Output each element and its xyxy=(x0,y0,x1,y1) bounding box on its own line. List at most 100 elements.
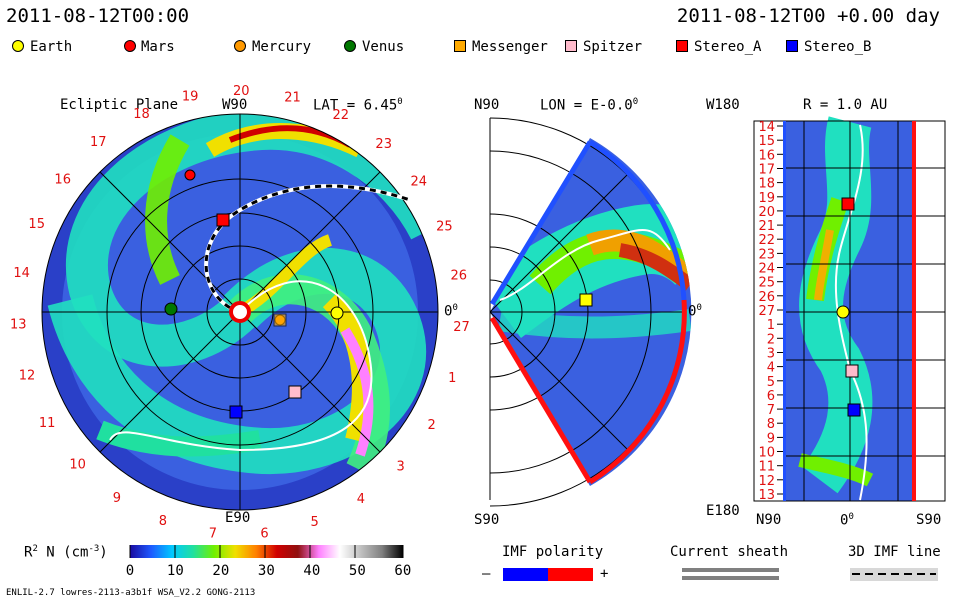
colorbar-gradient xyxy=(130,545,403,558)
earth-marker xyxy=(330,306,344,320)
colorbar-tick-label: 40 xyxy=(303,563,321,579)
r-y-label: 20 xyxy=(758,205,775,220)
colorbar-tick-label: 0 xyxy=(125,563,135,579)
carrington-label: 23 xyxy=(375,137,392,152)
lon-earth-marker xyxy=(579,293,593,307)
carrington-label: 5 xyxy=(311,515,319,530)
legend-label: Messenger xyxy=(472,39,548,55)
r-y-label: 15 xyxy=(758,134,775,149)
carrington-label: 6 xyxy=(260,527,268,542)
legend-label: Venus xyxy=(362,39,405,55)
legend-label: Mars xyxy=(141,39,175,55)
r-y-label: 16 xyxy=(758,148,775,163)
lon-title: LON = E-0.00 xyxy=(540,97,639,114)
r-y-label: 18 xyxy=(758,177,775,192)
stereo-a-marker-icon xyxy=(676,40,688,52)
imf-negative-swatch xyxy=(503,568,548,581)
ecliptic-bottom-label: E90 xyxy=(225,510,251,526)
stereo-a-marker xyxy=(216,213,230,227)
r-y-label: 17 xyxy=(758,163,775,178)
r-stereo-b-marker xyxy=(847,403,861,417)
spitzer-marker xyxy=(288,385,302,399)
colorbar-tick-label: 10 xyxy=(166,563,184,579)
r-y-label: 22 xyxy=(758,233,775,248)
carrington-label: 24 xyxy=(411,175,428,190)
mercury-marker-icon xyxy=(234,40,246,52)
mars-marker xyxy=(184,169,196,181)
carrington-label: 16 xyxy=(54,172,71,187)
lon-sheath-line xyxy=(499,229,671,301)
venus-marker-icon xyxy=(344,40,356,52)
carrington-label: 3 xyxy=(396,459,404,474)
carrington-label: 10 xyxy=(69,457,86,472)
venus-marker xyxy=(164,302,178,316)
density-colorbar xyxy=(130,545,403,558)
colorbar-label: R2 N (cm-3) xyxy=(24,544,108,561)
stereo-b-marker xyxy=(229,405,243,419)
colorbar-tick-label: 60 xyxy=(394,563,412,579)
ecliptic-lat-label: LAT = 6.450 xyxy=(313,97,403,114)
r-x-label-n90: N90 xyxy=(756,512,782,528)
sheath-line-1 xyxy=(109,280,373,452)
colorbar-tick-label: 20 xyxy=(212,563,230,579)
r-y-label: 24 xyxy=(758,262,775,277)
imf-minus-label: – xyxy=(482,566,491,582)
imf-line-dashed xyxy=(204,184,411,314)
r-title: R = 1.0 AU xyxy=(803,97,888,113)
messenger-marker-icon xyxy=(454,40,466,52)
r-y-label: 13 xyxy=(758,488,775,503)
spitzer-marker-icon xyxy=(565,40,577,52)
imf-positive-swatch xyxy=(548,568,593,581)
r-x-label-s90: S90 xyxy=(916,512,942,528)
r-y-label: 4 xyxy=(767,361,775,376)
r-y-label: 5 xyxy=(767,375,775,390)
colorbar-ticks xyxy=(129,545,404,558)
carrington-label: 21 xyxy=(284,90,301,105)
carrington-label: 22 xyxy=(333,108,350,123)
mars-marker-icon xyxy=(124,40,136,52)
r-y-label: 23 xyxy=(758,247,775,262)
r-y-label: 26 xyxy=(758,290,775,305)
ecliptic-top-label: W90 xyxy=(222,97,248,113)
r-y-label: 6 xyxy=(767,389,775,404)
current-sheath-title: Current sheath xyxy=(670,544,789,560)
r-y-label: 27 xyxy=(758,304,775,319)
carrington-label: 15 xyxy=(28,217,45,232)
carrington-label: 4 xyxy=(357,492,365,507)
colorbar-tick-label: 30 xyxy=(257,563,275,579)
legend-label: Spitzer xyxy=(583,39,643,55)
r-y-label: 25 xyxy=(758,276,775,291)
stereo-b-marker-icon xyxy=(786,40,798,52)
messenger-marker xyxy=(273,313,287,327)
r-y-label: 14 xyxy=(758,120,775,135)
r-bottom-left-label: E180 xyxy=(706,503,740,519)
r-y-label: 10 xyxy=(758,446,775,461)
imf-line-title: 3D IMF line xyxy=(848,544,941,560)
r-y-labels: 1415161718192021222324252627123456789101… xyxy=(758,120,783,503)
carrington-label: 14 xyxy=(13,266,30,281)
carrington-label: 18 xyxy=(133,107,150,122)
r-x-label-0: 00 xyxy=(840,512,854,529)
imf-polarity-title: IMF polarity xyxy=(502,544,604,560)
imf-plus-label: + xyxy=(600,566,609,582)
carrington-label: 7 xyxy=(209,526,217,541)
carrington-label: 2 xyxy=(427,418,435,433)
carrington-label: 25 xyxy=(436,219,453,234)
current-sheath-swatch xyxy=(682,568,779,572)
right-timestamp: 2011-08-12T00 +0.00 day xyxy=(676,5,940,27)
r-y-label: 12 xyxy=(758,474,775,489)
carrington-label: 9 xyxy=(113,491,121,506)
legend-label: Earth xyxy=(30,39,73,55)
r-y-label: 1 xyxy=(767,318,775,333)
r-y-label: 8 xyxy=(767,417,775,432)
lon-right-label: 00 xyxy=(688,303,702,320)
carrington-label: 13 xyxy=(10,318,27,333)
legend-label: Stereo_B xyxy=(804,39,872,55)
ecliptic-title: Ecliptic Plane xyxy=(60,97,179,113)
lon-bottom-label: S90 xyxy=(474,512,500,528)
r-stereo-a-marker xyxy=(841,197,855,211)
r-y-label: 7 xyxy=(767,403,775,418)
carrington-label: 12 xyxy=(19,368,36,383)
r-y-label: 2 xyxy=(767,332,775,347)
